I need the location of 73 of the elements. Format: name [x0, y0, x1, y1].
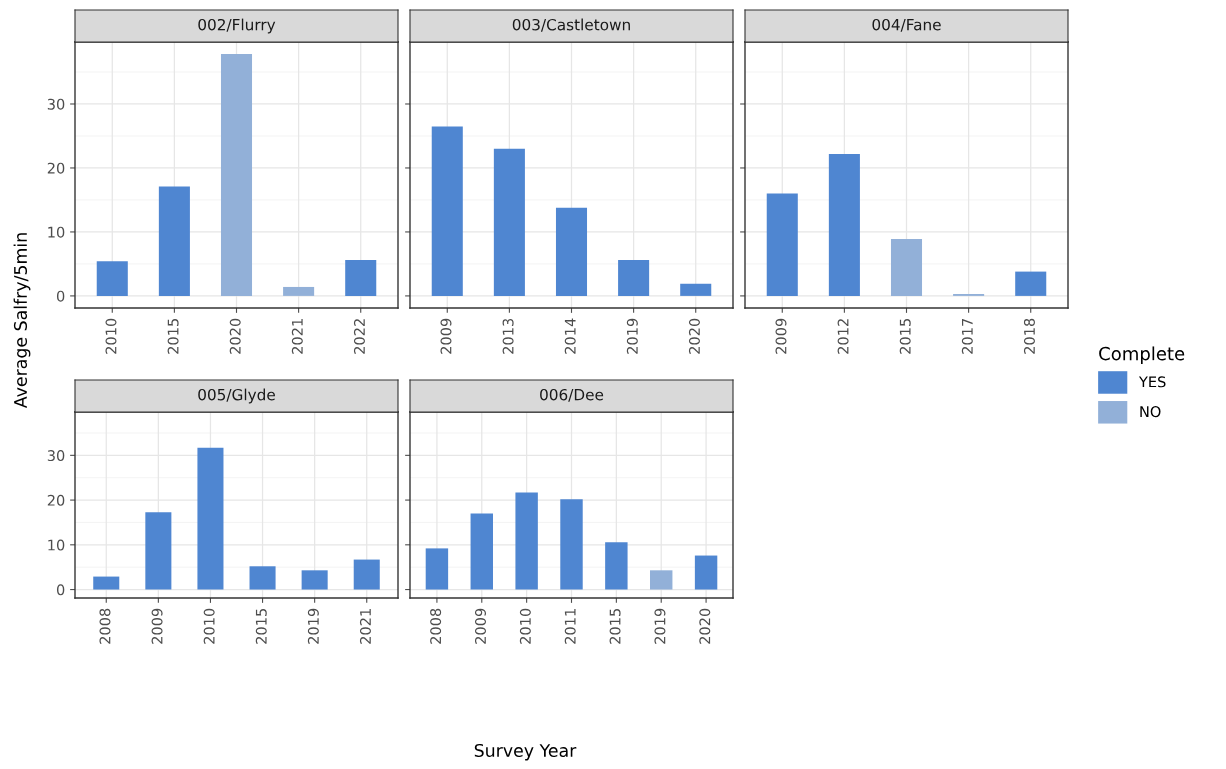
x-tick-label: 2020 — [229, 318, 241, 354]
bar — [197, 447, 224, 590]
bar — [493, 148, 525, 296]
x-tick-label: 2009 — [775, 318, 787, 354]
y-tick-label: 10 — [48, 226, 65, 238]
bar — [301, 570, 328, 590]
y-tick-label: 30 — [47, 450, 65, 462]
bar — [605, 542, 628, 590]
y-tick-label: 10 — [48, 539, 65, 551]
chart-title: 005/Glyde — [198, 388, 275, 404]
x-tick-label: 2015 — [899, 319, 911, 354]
chart-title: 003/Castletown — [512, 18, 630, 32]
x-axis-title: Survey Year — [474, 743, 577, 761]
bar — [694, 555, 718, 590]
x-tick-label: 2021 — [291, 319, 303, 354]
bar — [345, 260, 377, 296]
bar — [890, 238, 923, 296]
bar — [618, 260, 650, 296]
x-tick-label: 2012 — [837, 319, 849, 354]
bar — [680, 283, 712, 296]
y-axis-title: Average Salfry/5min — [13, 233, 31, 409]
x-tick-label: 2008 — [430, 608, 442, 644]
x-tick-label: 2010 — [105, 318, 117, 354]
bar — [425, 548, 449, 590]
x-tick-label: 2010 — [519, 608, 531, 644]
x-tick-label: 2009 — [440, 318, 452, 354]
legend-label: YES — [1138, 376, 1166, 388]
x-tick-label: 2014 — [564, 318, 576, 354]
bar — [249, 566, 276, 590]
x-tick-label: 2008 — [99, 608, 111, 644]
x-tick-label: 2015 — [609, 609, 621, 644]
chart-title: 004/Fane — [872, 18, 941, 32]
x-tick-label: 2009 — [151, 608, 163, 644]
bar — [560, 499, 583, 590]
legend-title: Complete — [1099, 346, 1185, 364]
x-tick-label: 2022 — [353, 319, 365, 354]
bar — [158, 186, 190, 296]
bar — [220, 54, 253, 296]
bar — [515, 492, 538, 590]
y-tick-label: 0 — [56, 290, 65, 302]
bar — [555, 207, 588, 296]
y-tick-label: 30 — [47, 98, 65, 110]
x-tick-label: 2009 — [474, 608, 487, 644]
x-tick-label: 2015 — [167, 319, 179, 354]
bar — [766, 193, 798, 296]
x-tick-label: 2019 — [654, 608, 666, 644]
x-tick-label: 2018 — [1023, 318, 1035, 354]
x-tick-label: 2015 — [255, 609, 267, 644]
y-tick-label: 20 — [47, 162, 65, 174]
legend-label: NO — [1140, 406, 1161, 418]
y-tick-label: 0 — [56, 584, 65, 596]
y-tick-label: 20 — [47, 494, 65, 506]
bar — [1015, 271, 1047, 296]
x-tick-label: 2010 — [203, 608, 215, 644]
x-tick-label: 2019 — [307, 608, 319, 644]
bar — [431, 126, 463, 296]
x-tick-label: 2017 — [961, 318, 973, 354]
bar — [650, 570, 673, 590]
x-tick-label: 2020 — [688, 318, 700, 354]
bar — [283, 286, 315, 296]
x-tick-label: 2011 — [564, 609, 576, 644]
chart-title: 006/Dee — [540, 388, 604, 402]
x-tick-label: 2013 — [502, 318, 514, 354]
x-tick-label: 2019 — [626, 318, 638, 354]
bar — [828, 153, 860, 296]
chart-title: 002/Flurry — [198, 18, 276, 34]
bar — [93, 576, 120, 590]
bar — [96, 261, 128, 296]
x-tick-label: 2021 — [359, 609, 371, 644]
x-tick-label: 2020 — [699, 608, 711, 644]
bar — [145, 512, 172, 590]
bar — [353, 559, 380, 590]
bar — [470, 513, 493, 590]
